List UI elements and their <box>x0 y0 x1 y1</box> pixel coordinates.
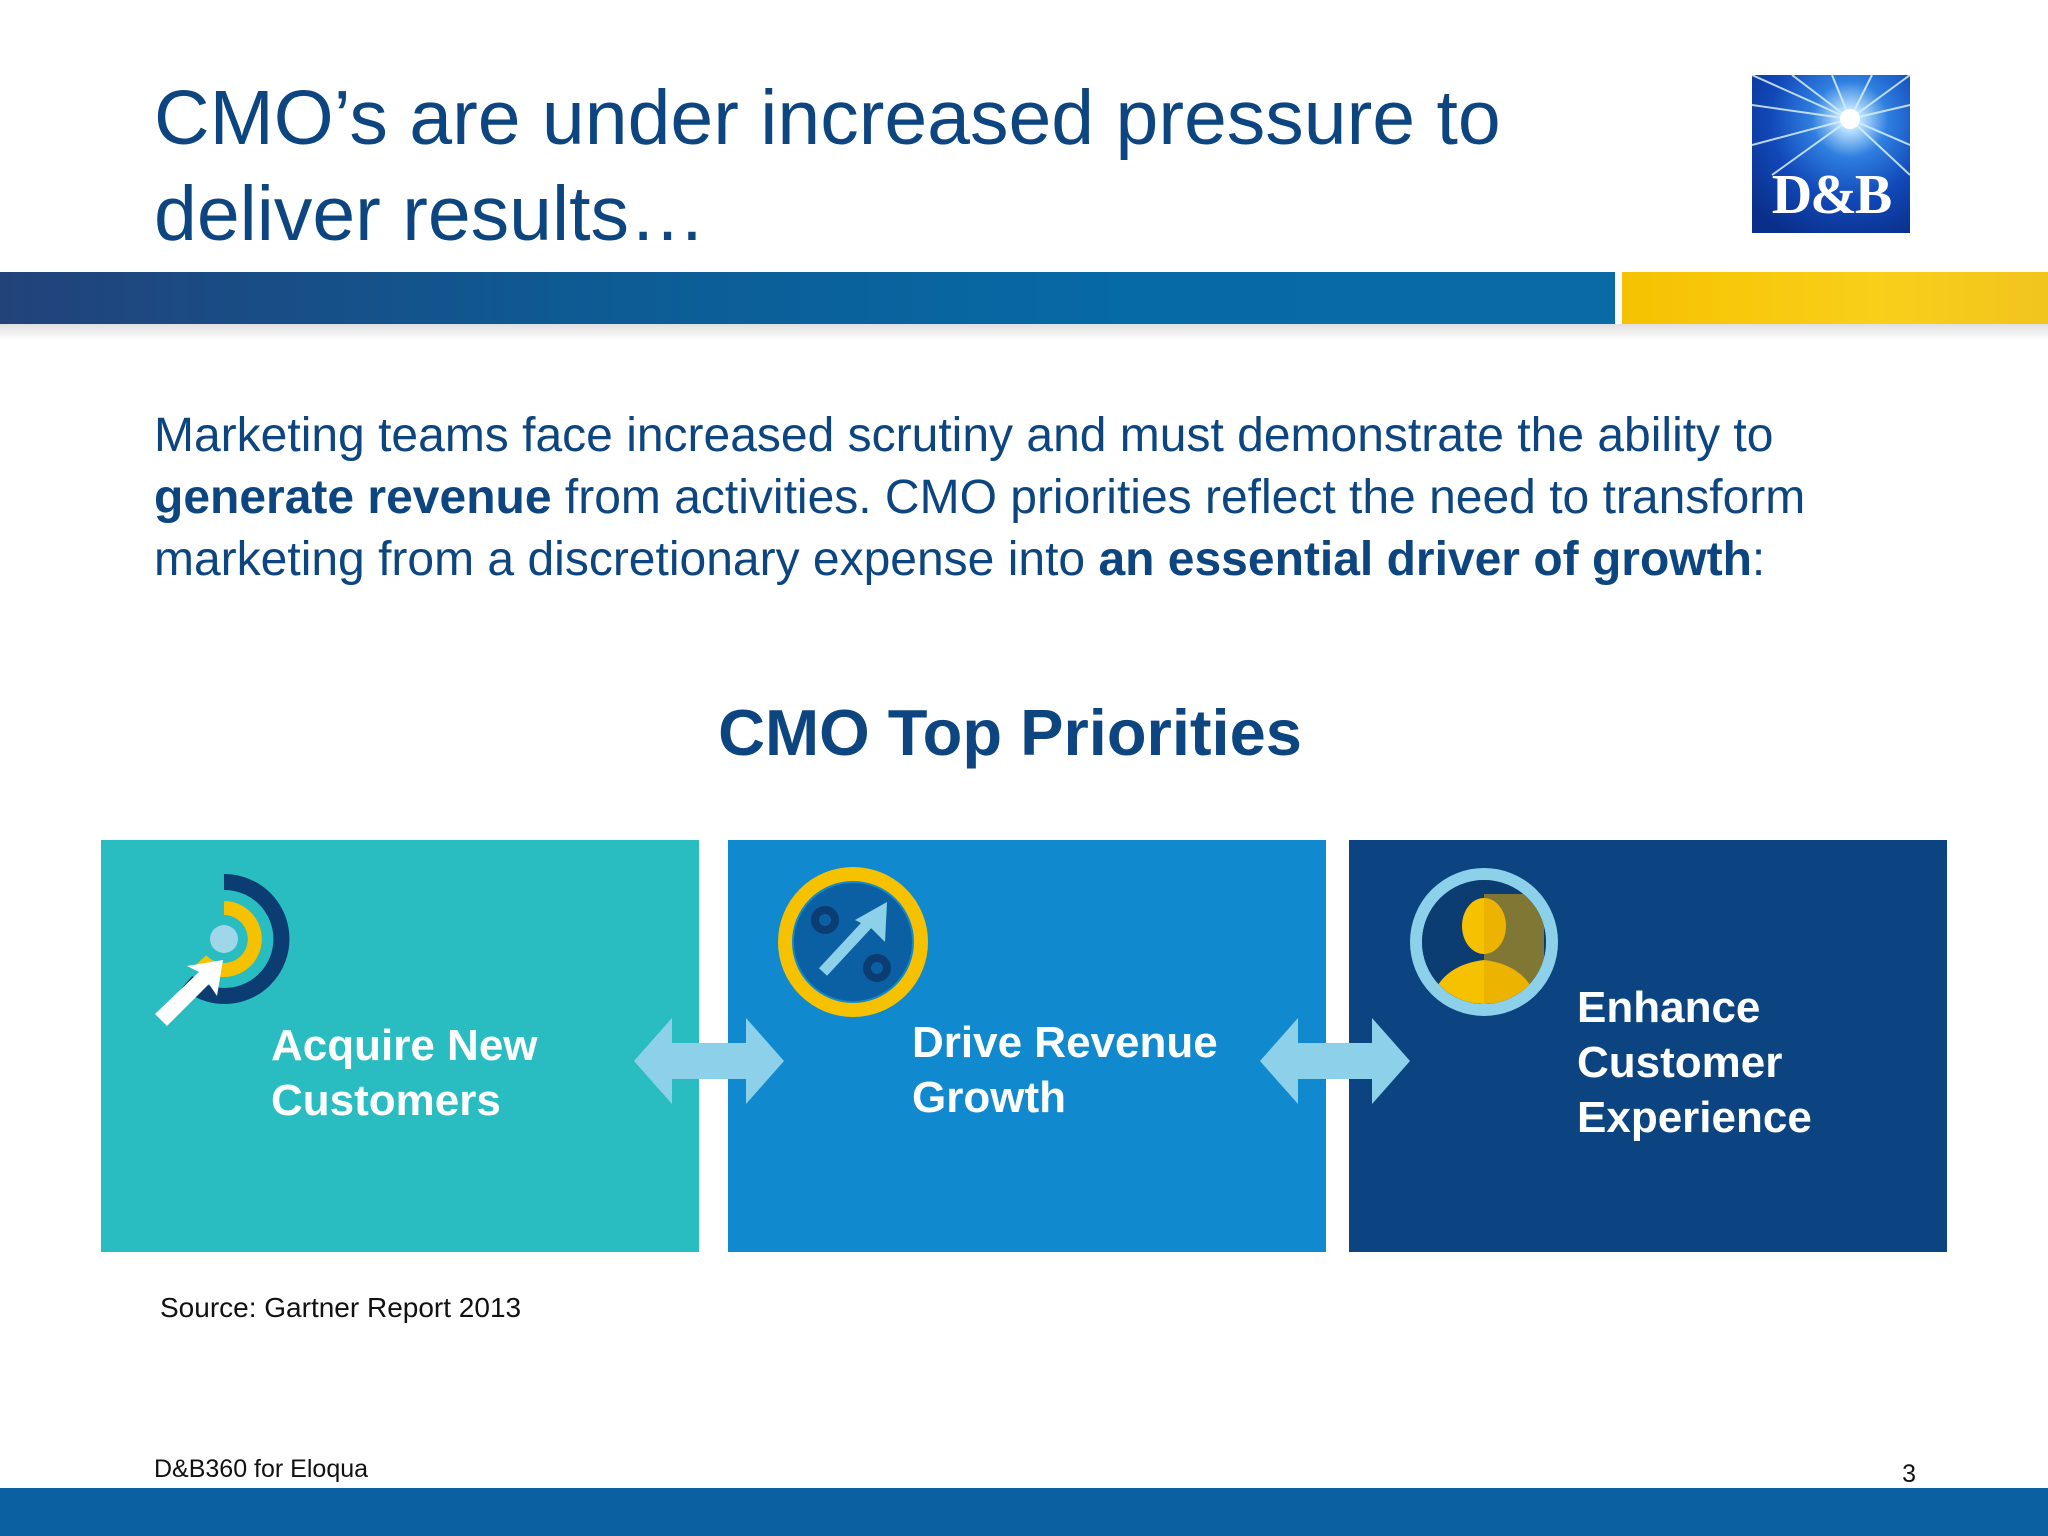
footer-text: D&B360 for Eloqua <box>154 1455 369 1483</box>
footer-band <box>0 1488 2048 1536</box>
double-arrow-icon <box>1260 1018 1410 1104</box>
double-arrow-icon <box>634 1018 784 1104</box>
label-line: Customer <box>1577 1038 1783 1087</box>
page-number: 3 <box>1902 1460 1916 1488</box>
header-band-blue <box>0 272 1615 324</box>
priority-panel-acquire: Acquire New Customers <box>101 840 699 1252</box>
intro-paragraph: Marketing teams face increased scrutiny … <box>154 405 1934 591</box>
header-band-gold <box>1622 272 2048 324</box>
label-line: Acquire New <box>271 1021 538 1070</box>
intro-bold-2: an essential driver of growth <box>1098 533 1752 586</box>
priority-panel-experience: Enhance Customer Experience <box>1349 840 1947 1252</box>
label-line: Growth <box>912 1073 1066 1122</box>
percent-growth-icon <box>778 867 928 1017</box>
title-line-1: CMO’s are under increased pressure to <box>154 75 1501 161</box>
intro-text-3: : <box>1751 533 1766 586</box>
logo-text: D&B <box>1771 164 1892 226</box>
label-line: Customers <box>271 1076 501 1125</box>
intro-text-1: Marketing teams face increased scrutiny … <box>154 409 1774 462</box>
target-arrow-icon <box>155 873 290 1026</box>
source-note: Source: Gartner Report 2013 <box>160 1292 522 1323</box>
header-band-shadow <box>0 324 2048 340</box>
db-logo: D&B <box>1752 75 1910 233</box>
slide-title: CMO’s are under increased pressure to de… <box>154 70 1654 262</box>
priority-panel-revenue: Drive Revenue Growth <box>728 840 1326 1252</box>
priorities-title: CMO Top Priorities <box>718 696 1302 769</box>
starburst-icon <box>1752 75 1910 176</box>
intro-text-2: from activities. CMO priorities reflect … <box>154 471 1806 586</box>
priority-label-revenue: Drive Revenue Growth <box>912 1015 1218 1125</box>
label-line: Experience <box>1577 1093 1812 1142</box>
label-line: Enhance <box>1577 983 1761 1032</box>
priority-label-experience: Enhance Customer Experience <box>1577 980 1812 1145</box>
title-line-2: deliver results… <box>154 171 707 257</box>
intro-bold-1: generate revenue <box>154 471 552 524</box>
label-line: Drive Revenue <box>912 1018 1218 1067</box>
priority-label-acquire: Acquire New Customers <box>271 1018 538 1128</box>
person-icon <box>1410 868 1558 1016</box>
